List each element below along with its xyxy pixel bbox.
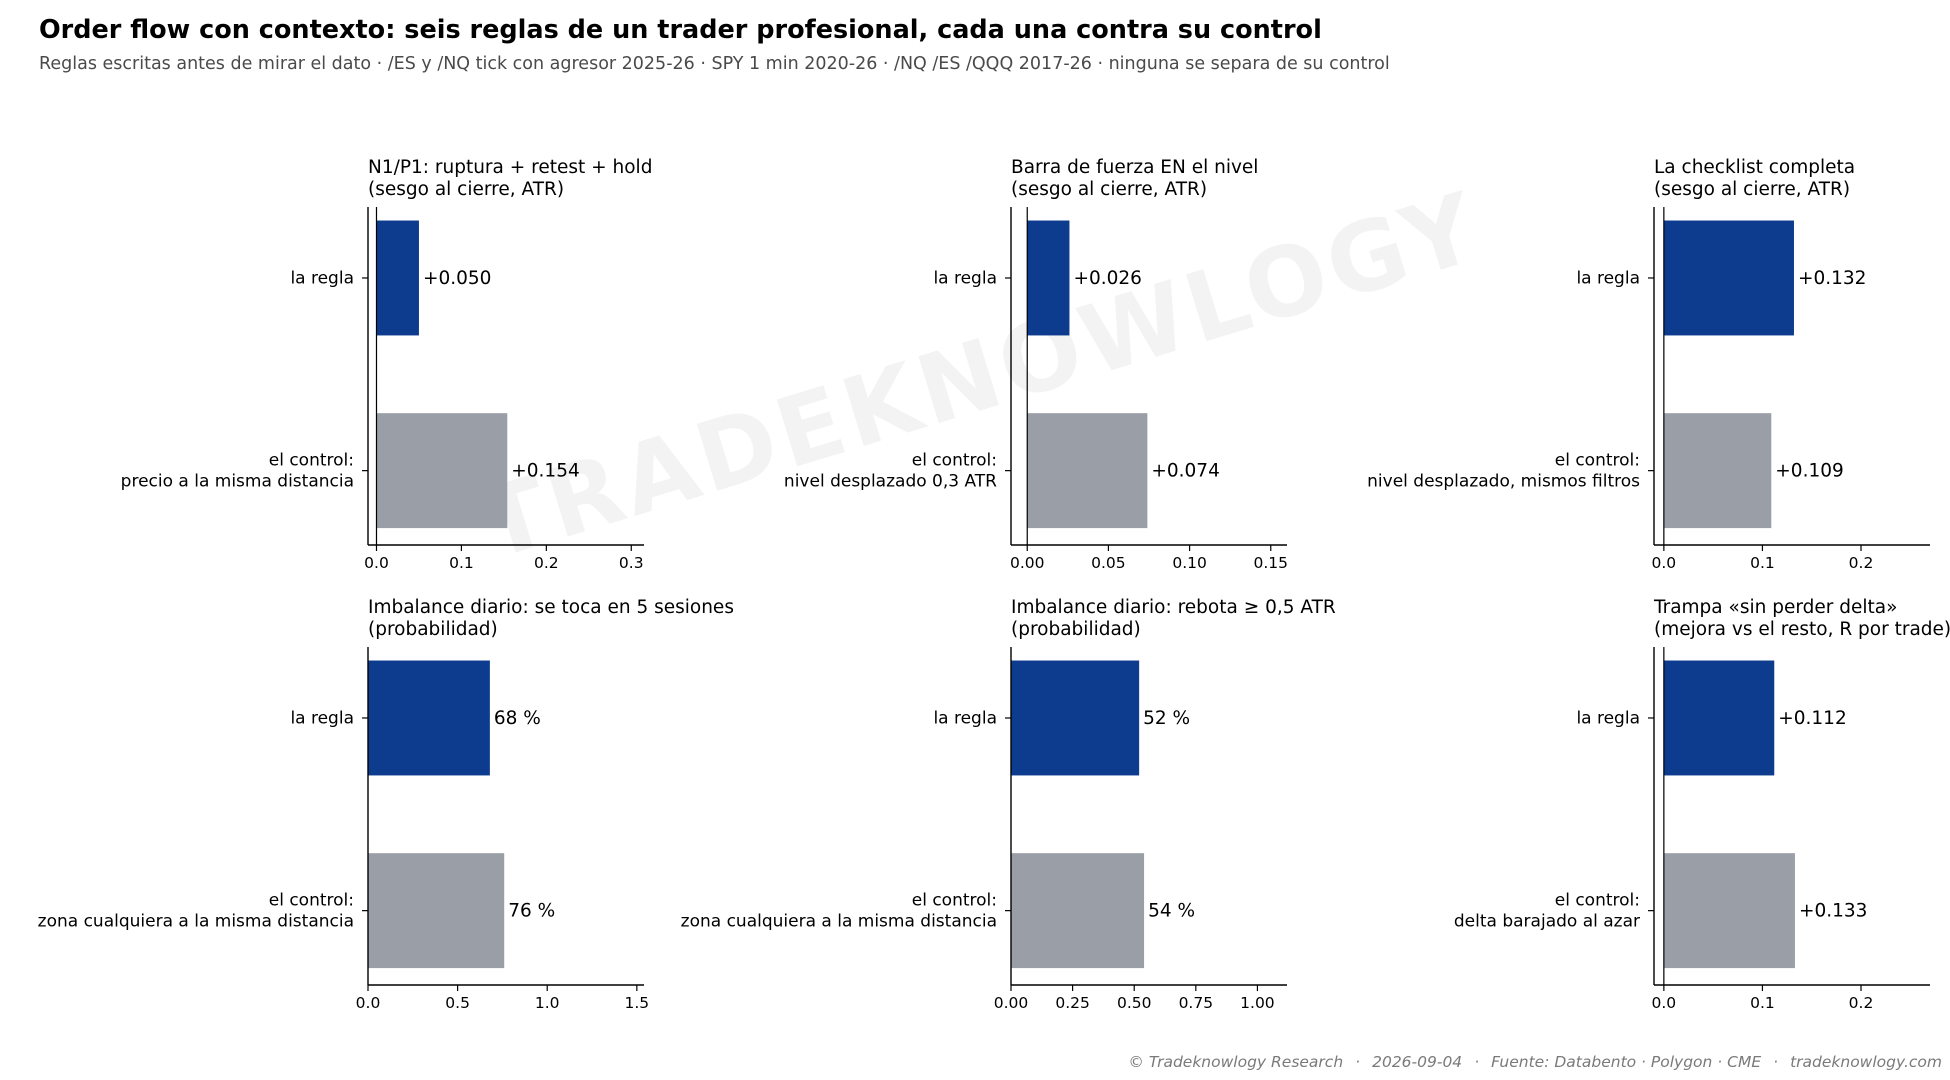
bar-control — [1011, 853, 1145, 969]
bar-value-label: +0.109 — [1775, 461, 1843, 482]
bar-value-label: 68 % — [494, 708, 541, 729]
bar-rule — [368, 660, 490, 776]
page-subtitle: Reglas escritas antes de mirar el dato ·… — [39, 54, 1390, 74]
footer: © Tradeknowlogy Research · 2026-09-04 · Fuen… — [1128, 1053, 1942, 1071]
category-label: la regla — [290, 268, 354, 288]
bar-control — [376, 413, 508, 529]
x-tick-label: 1.0 — [535, 994, 560, 1012]
x-tick-label: 0.5 — [445, 994, 470, 1012]
chart-panel-1: N1/P1: ruptura + retest + hold (sesgo al … — [121, 157, 653, 572]
category-label: el control: precio a la misma distancia — [121, 451, 354, 492]
bar-value-label: +0.074 — [1151, 461, 1219, 482]
bar-control — [1663, 853, 1795, 969]
page-title: Order flow con contexto: seis reglas de … — [39, 15, 1322, 45]
category-label: el control: delta barajado al azar — [1454, 891, 1640, 932]
x-tick-label: 0.3 — [619, 554, 644, 572]
x-tick-label: 0.2 — [1849, 554, 1874, 572]
bar-value-label: +0.133 — [1799, 901, 1867, 922]
bar-control — [1027, 413, 1148, 529]
footer-copyright: © Tradeknowlogy Research — [1128, 1053, 1344, 1071]
x-tick-label: 0.0 — [1652, 994, 1677, 1012]
footer-site: tradeknowlogy.com — [1790, 1053, 1942, 1071]
x-tick-label: 0.0 — [1652, 554, 1677, 572]
category-label: la regla — [1576, 268, 1640, 288]
x-tick-label: 0.1 — [449, 554, 474, 572]
bar-rule — [1011, 660, 1140, 776]
chart-title: La checklist completa (sesgo al cierre, A… — [1654, 157, 1855, 200]
x-tick-label: 0.1 — [1750, 994, 1775, 1012]
category-label: el control: zona cualquiera a la misma di… — [681, 891, 997, 932]
x-tick-label: 0.10 — [1172, 554, 1207, 572]
bar-value-label: +0.132 — [1798, 268, 1866, 289]
bar-rule — [1027, 220, 1070, 336]
x-tick-label: 1.00 — [1240, 994, 1275, 1012]
chart-title: Trampa «sin perder delta» (mejora vs el r… — [1653, 597, 1950, 640]
chart-panel-5: Imbalance diario: rebota ≥ 0,5 ATR (proba… — [681, 597, 1336, 1012]
x-tick-label: 0.0 — [364, 554, 389, 572]
category-label: el control: zona cualquiera a la misma di… — [38, 891, 354, 932]
footer-separator: · — [1474, 1053, 1480, 1071]
bar-value-label: +0.026 — [1073, 268, 1141, 289]
bar-rule — [1663, 660, 1775, 776]
bar-control — [368, 853, 505, 969]
x-tick-label: 0.00 — [994, 994, 1029, 1012]
x-tick-label: 0.2 — [1849, 994, 1874, 1012]
x-tick-label: 0.75 — [1179, 994, 1214, 1012]
bar-value-label: 52 % — [1143, 708, 1190, 729]
category-label: el control: nivel desplazado, mismos filt… — [1367, 451, 1640, 492]
chart-title: Barra de fuerza EN el nivel (sesgo al cie… — [1011, 157, 1258, 200]
x-tick-label: 1.5 — [625, 994, 650, 1012]
x-tick-label: 0.50 — [1117, 994, 1152, 1012]
footer-source: Fuente: Databento · Polygon · CME — [1491, 1053, 1762, 1071]
x-tick-label: 0.2 — [534, 554, 559, 572]
chart-title: N1/P1: ruptura + retest + hold (sesgo al … — [368, 157, 652, 200]
category-label: la regla — [1576, 708, 1640, 728]
bar-value-label: 54 % — [1148, 901, 1195, 922]
chart-title: Imbalance diario: rebota ≥ 0,5 ATR (proba… — [1011, 597, 1336, 640]
x-tick-label: 0.1 — [1750, 554, 1775, 572]
footer-date: 2026-09-04 — [1372, 1053, 1463, 1071]
chart-panel-4: Imbalance diario: se toca en 5 sesiones(… — [38, 597, 734, 1012]
x-tick-label: 0.00 — [1010, 554, 1045, 572]
bar-value-label: +0.050 — [423, 268, 491, 289]
bar-value-label: +0.154 — [511, 461, 579, 482]
x-tick-label: 0.05 — [1091, 554, 1126, 572]
chart-panel-6: Trampa «sin perder delta» (mejora vs el r… — [1454, 597, 1950, 1012]
chart-title: Imbalance diario: se toca en 5 sesiones(… — [368, 597, 734, 640]
x-tick-label: 0.15 — [1254, 554, 1289, 572]
category-label: el control: nivel desplazado 0,3 ATR — [784, 451, 997, 492]
footer-separator: · — [1773, 1053, 1779, 1071]
category-label: la regla — [290, 708, 354, 728]
category-label: la regla — [933, 268, 997, 288]
bar-value-label: +0.112 — [1778, 708, 1846, 729]
chart-panel-2: Barra de fuerza EN el nivel (sesgo al cie… — [784, 157, 1288, 572]
x-tick-label: 0.0 — [356, 994, 381, 1012]
bar-value-label: 76 % — [508, 901, 555, 922]
bar-rule — [376, 220, 419, 336]
category-label: la regla — [933, 708, 997, 728]
bar-control — [1663, 413, 1772, 529]
chart-panel-3: La checklist completa (sesgo al cierre, A… — [1367, 157, 1930, 572]
footer-separator: · — [1355, 1053, 1361, 1071]
bar-rule — [1663, 220, 1794, 336]
x-tick-label: 0.25 — [1055, 994, 1090, 1012]
